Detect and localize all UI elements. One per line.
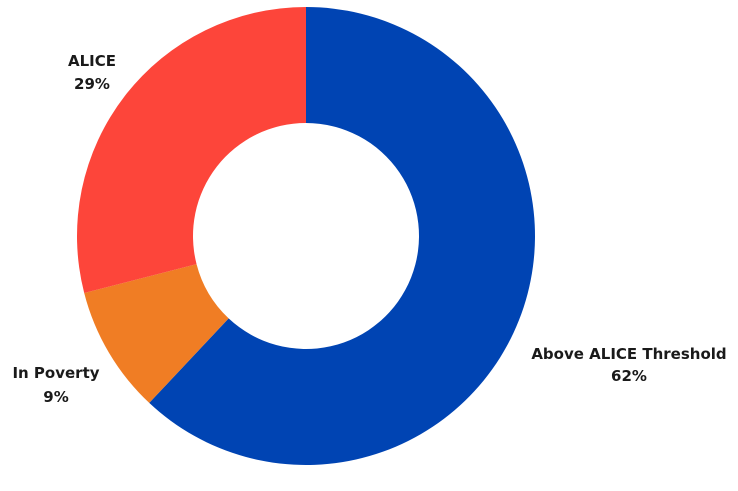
slice-above-alice-threshold [149,7,535,465]
slice-in-poverty [84,264,229,403]
label-in-poverty-pct: 9% [43,388,68,406]
label-in-poverty-name: In Poverty [12,364,99,382]
slice-alice [76,7,306,293]
label-alice-name: ALICE [68,52,116,70]
slices [76,7,535,465]
label-above-alice-name: Above ALICE Threshold [531,345,726,363]
label-alice-pct: 29% [74,75,110,93]
label-above-alice-pct: 62% [611,367,647,385]
